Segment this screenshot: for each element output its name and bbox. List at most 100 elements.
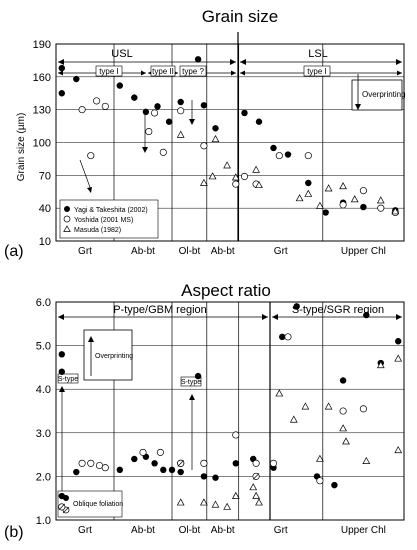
category-label: Grt	[274, 525, 288, 536]
point-triangle	[231, 491, 240, 499]
point-triangle	[231, 173, 240, 181]
legend-b: Oblique foliation	[57, 490, 123, 518]
region-lsl-label: LSL	[308, 48, 328, 60]
point-filled-circle	[270, 144, 277, 152]
legend-triangle-marker	[63, 225, 71, 232]
point-filled-circle	[305, 179, 312, 187]
category-label: Ol-bt	[179, 525, 201, 536]
point-triangle	[255, 180, 263, 189]
point-open-circle	[87, 459, 95, 467]
point-filled-circle	[331, 481, 338, 489]
stype-right: S-type	[180, 376, 202, 470]
category-labels-a: Grt Ab-bt Ol-bt Ab-bt Grt Upper Chl	[78, 246, 386, 257]
point-open-circle	[177, 107, 185, 115]
point-triangle	[394, 354, 403, 362]
panel-label-b: (b)	[4, 524, 24, 541]
region-p-type-label: P-type/GBM region	[113, 304, 207, 316]
point-filled-circle	[154, 103, 161, 110]
point-open-circle	[316, 477, 324, 485]
stype-label-1: S-type	[58, 376, 78, 383]
point-open-circle	[156, 448, 164, 456]
point-triangle	[255, 498, 263, 506]
point-slashed-circle	[252, 472, 260, 480]
point-triangle	[223, 161, 231, 169]
point-triangle	[211, 134, 220, 143]
point-open-circle	[232, 180, 240, 188]
region-s-type: S-type/SGR region	[272, 304, 402, 320]
point-filled-circle	[200, 102, 208, 109]
point-open-circle	[359, 405, 367, 413]
point-filled-circle	[58, 64, 65, 72]
category-label: Grt	[78, 246, 92, 257]
point-filled-circle	[279, 333, 286, 341]
point-open-circle	[87, 152, 95, 160]
point-triangle	[376, 360, 385, 369]
point-filled-circle	[142, 108, 150, 116]
point-slashed-circle	[58, 503, 66, 511]
region-s-type-label: S-type/SGR region	[292, 304, 384, 316]
y-tick-label: 130	[33, 105, 51, 117]
point-filled-circle	[339, 377, 347, 384]
point-filled-circle	[212, 125, 219, 132]
point-triangle	[289, 415, 298, 423]
point-triangle	[301, 402, 310, 410]
point-filled-circle	[241, 109, 248, 117]
point-open-circle	[304, 152, 312, 160]
y-tick-label: 10	[39, 236, 51, 248]
point-triangle	[316, 454, 324, 462]
point-triangle	[342, 437, 350, 445]
legend-a: Yagi & Takeshita (2002) Yoshida (2001 MS…	[59, 199, 159, 239]
legend-open-circle-marker	[63, 215, 71, 223]
points-a	[58, 56, 400, 217]
legend-label-3: Masuda (1982)	[74, 227, 121, 234]
overprinting-box-a: Overprinting	[351, 74, 406, 111]
point-filled-circle	[293, 303, 300, 310]
point-open-circle	[284, 333, 292, 341]
stype-label-2: S-type	[181, 379, 201, 386]
y-tick-label: 5.0	[36, 341, 51, 353]
point-triangle	[316, 201, 324, 209]
point-triangle	[324, 184, 333, 192]
point-open-circle	[95, 461, 104, 470]
yticks-a: 10 40 70 100 130 160 190	[33, 39, 51, 248]
y-tick-label: 4.0	[36, 384, 51, 396]
category-labels-b: Grt Ab-bt Ol-bt Ab-bt Grt Upper Chl	[78, 525, 386, 536]
point-triangle	[211, 500, 220, 508]
point-filled-circle	[177, 98, 184, 106]
y-tick-label: 40	[39, 203, 51, 215]
point-triangle	[208, 172, 217, 180]
title-a: Grain size	[202, 7, 279, 26]
point-filled-circle	[363, 311, 370, 319]
point-open-circle	[339, 201, 347, 209]
plot-frame-b	[55, 301, 405, 521]
point-open-circle	[78, 459, 86, 467]
point-filled-circle	[165, 118, 173, 125]
category-label: Upper Chl	[341, 525, 386, 536]
point-open-circle	[377, 204, 385, 212]
category-dividers-b	[113, 302, 324, 520]
point-triangle	[394, 446, 403, 454]
y-tick-label: 1.0	[36, 515, 51, 527]
point-triangle	[304, 189, 313, 197]
point-open-circle	[275, 152, 283, 160]
point-filled-circle	[73, 468, 80, 476]
point-open-circle	[359, 187, 367, 195]
category-label: Ab-bt	[211, 525, 235, 536]
point-triangle	[252, 491, 260, 499]
point-filled-circle	[58, 351, 65, 358]
point-filled-circle	[58, 492, 65, 500]
point-triangle	[339, 182, 347, 190]
point-open-circle	[101, 102, 109, 110]
point-open-circle	[78, 106, 86, 114]
point-filled-circle	[58, 368, 65, 375]
point-filled-circle	[131, 94, 138, 101]
overprinting-label-a: Overprinting	[362, 90, 406, 99]
point-filled-circle	[232, 460, 239, 467]
y-tick-label: 190	[33, 39, 51, 51]
title-b: Aspect ratio	[181, 281, 271, 300]
type-band-4: type I	[240, 65, 402, 77]
point-triangle	[376, 196, 385, 204]
point-triangle	[295, 194, 304, 202]
category-label: Upper Chl	[341, 246, 386, 257]
